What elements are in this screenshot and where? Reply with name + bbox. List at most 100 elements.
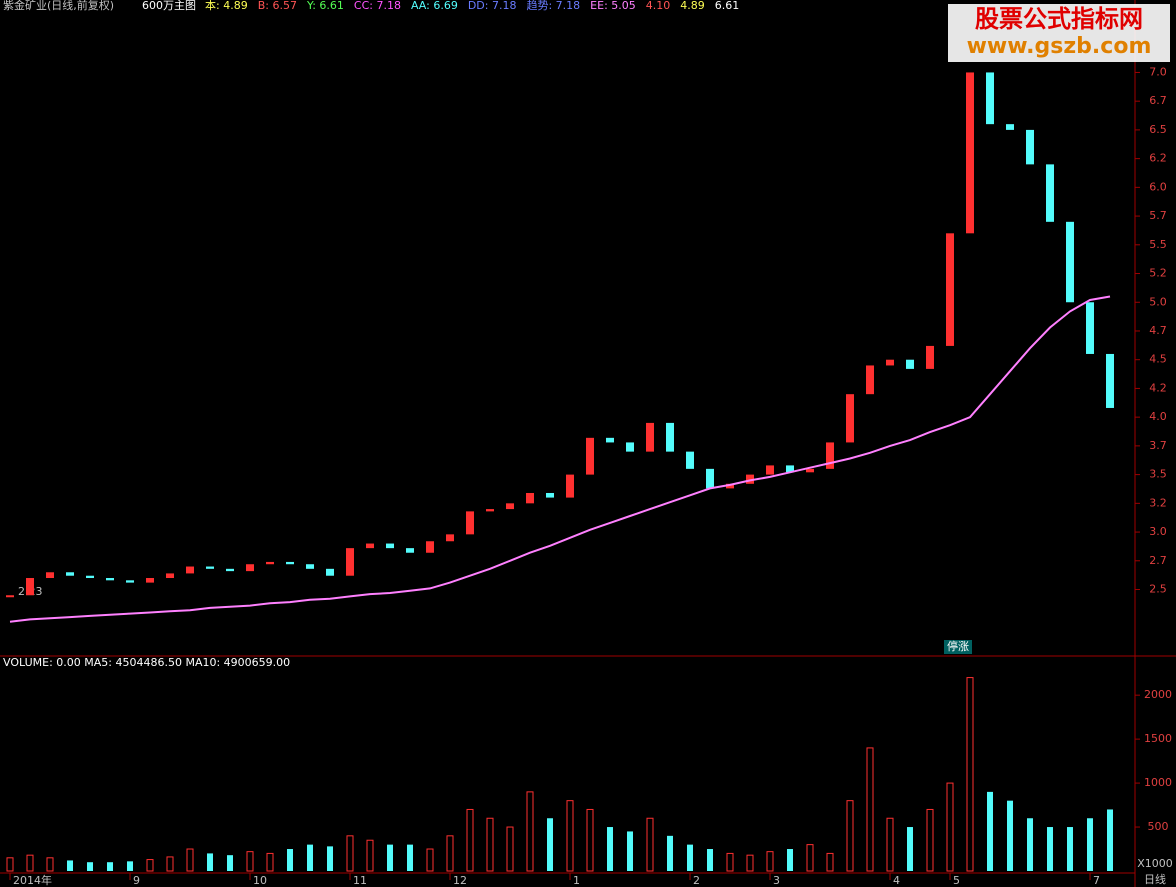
y-tick-label: 2.5 <box>1149 583 1167 596</box>
y-tick-label: 6.5 <box>1149 123 1167 136</box>
y-tick-label: 1000 <box>1144 776 1172 789</box>
volume-bar <box>547 818 553 871</box>
candle <box>746 474 754 484</box>
watermark-url: www.gszb.com <box>967 34 1152 59</box>
candle <box>146 578 154 583</box>
candle <box>346 548 354 576</box>
candle <box>306 564 314 569</box>
volume-bar <box>107 862 113 871</box>
volume-bar <box>466 808 474 872</box>
volume-bar <box>646 817 654 872</box>
candle <box>706 468 714 489</box>
volume-bar <box>506 826 514 872</box>
volume-bar <box>787 849 793 871</box>
x-tick-label: 7 <box>1093 874 1100 887</box>
candle <box>566 474 574 498</box>
candle <box>766 465 774 475</box>
volume-bar <box>207 853 213 871</box>
candle <box>926 345 934 369</box>
y-tick-label: 3.0 <box>1149 525 1167 538</box>
candle <box>1046 164 1054 222</box>
candle <box>866 365 874 395</box>
volume-bar <box>1107 809 1113 871</box>
candle <box>406 548 414 553</box>
volume-bar <box>966 677 974 872</box>
candle <box>206 566 214 569</box>
candle <box>366 543 374 549</box>
candle <box>906 359 914 369</box>
candle <box>26 578 34 596</box>
indicator: 4.89 <box>680 0 705 12</box>
ma-line <box>9 295 1111 623</box>
y-tick-label: 7.0 <box>1149 65 1167 78</box>
volume-bar <box>186 848 194 872</box>
watermark-title: 股票公式指标网 <box>975 5 1143 33</box>
volume-title: VOLUME: 0.00 MA5: 4504486.50 MA10: 49006… <box>3 656 290 669</box>
candle <box>466 511 474 535</box>
indicator: 本: 4.89 <box>205 0 248 12</box>
candle <box>266 561 274 565</box>
volume-bar <box>87 862 93 871</box>
candle <box>886 359 894 366</box>
y-tick-label: 6.2 <box>1149 152 1167 165</box>
watermark-box <box>948 4 1170 62</box>
period: 日线 <box>1144 872 1166 886</box>
volume-bar <box>26 854 34 872</box>
volume-bar <box>806 844 814 872</box>
candle <box>786 465 794 473</box>
candle <box>1026 129 1034 165</box>
volume-bar <box>1067 827 1073 871</box>
volume-bar <box>1047 827 1053 871</box>
candle <box>326 568 334 576</box>
candle <box>86 575 94 579</box>
volume-bar <box>566 800 574 872</box>
volume-bar <box>327 846 333 871</box>
candle <box>726 483 734 489</box>
badge-box <box>944 640 972 654</box>
y-tick-label: 2000 <box>1144 688 1172 701</box>
candle <box>166 573 174 579</box>
x-tick-label: 9 <box>133 874 140 887</box>
candle <box>486 509 494 512</box>
indicator: 4.10 <box>646 0 671 12</box>
stock-name: 紫金矿业(日线,前复权) <box>3 0 114 12</box>
badge: 停涨 <box>947 639 969 653</box>
candle <box>526 492 534 504</box>
candle <box>806 468 814 473</box>
candle <box>446 534 454 542</box>
candle <box>226 568 234 572</box>
candle <box>46 572 54 579</box>
volume-bar <box>886 817 894 872</box>
y-tick-label: 4.7 <box>1149 324 1167 337</box>
volume-bar <box>127 861 133 871</box>
indicator: DD: 7.18 <box>468 0 517 12</box>
candle <box>1106 353 1114 408</box>
volume-bar <box>926 808 934 872</box>
candle <box>1086 302 1094 354</box>
y-tick-label: 1500 <box>1144 732 1172 745</box>
candle <box>586 437 594 475</box>
volume-unit: X1000 <box>1137 857 1173 870</box>
candle <box>246 564 254 572</box>
y-tick-label: 3.2 <box>1149 496 1167 509</box>
formula-name: 600万主图 <box>142 0 196 12</box>
candle <box>1006 124 1014 130</box>
x-tick-label: 5 <box>953 874 960 887</box>
candle <box>966 72 974 234</box>
candle <box>6 595 14 598</box>
volume-bar <box>287 849 293 871</box>
volume-bar <box>6 857 14 872</box>
x-tick-label: 4 <box>893 874 900 887</box>
volume-bar <box>987 791 993 871</box>
candle <box>126 580 134 583</box>
volume-bar <box>846 800 854 872</box>
y-tick-label: 4.0 <box>1149 410 1167 423</box>
y-tick-label: 5.7 <box>1149 209 1167 222</box>
volume-bar <box>387 844 393 871</box>
volume-bar <box>746 854 754 872</box>
indicator: CC: 7.18 <box>354 0 401 12</box>
volume-bar <box>446 835 454 872</box>
volume-bar <box>726 852 734 872</box>
volume-bar <box>346 835 354 872</box>
volume-bar <box>46 857 54 872</box>
